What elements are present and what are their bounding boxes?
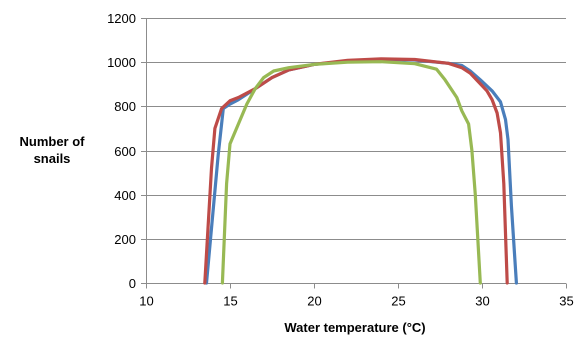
x-tick-label: 15 [223,294,237,309]
axes [141,18,567,289]
series-lines [203,57,518,285]
y-axis-title-line-2: snails [34,151,71,166]
series-line-2 [203,57,509,285]
x-tick-label: 20 [307,294,321,309]
series-line-3 [220,60,482,285]
y-tick-label: 1000 [107,55,136,70]
y-tick-label: 600 [114,144,136,159]
y-tick-label: 800 [114,99,136,114]
y-tick-labels: 0 200 400 600 800 1000 1200 [107,11,136,291]
x-tick-labels: 10 15 20 25 30 35 [139,294,573,309]
x-axis-title: Water temperature (°C) [284,320,425,335]
y-tick-label: 400 [114,188,136,203]
y-axis-title-line-1: Number of [20,134,86,149]
x-tick-label: 35 [559,294,573,309]
y-tick-label: 0 [129,276,136,291]
y-tick-label: 1200 [107,11,136,26]
x-tick-label: 30 [475,294,489,309]
x-tick-label: 25 [391,294,405,309]
x-tick-label: 10 [139,294,153,309]
y-tick-label: 200 [114,232,136,247]
